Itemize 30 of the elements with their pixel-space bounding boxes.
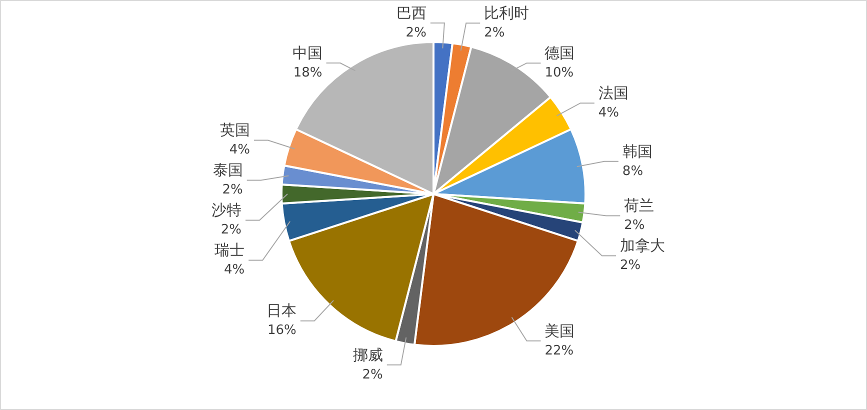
data-label: 18% (293, 65, 322, 80)
slice-label: 泰国 (212, 161, 243, 180)
data-label: 2% (406, 25, 426, 40)
slice-label: 挪威 (352, 346, 383, 364)
slice-label: 韩国 (622, 142, 652, 160)
slice-label: 荷兰 (624, 196, 654, 215)
slice-label: 沙特 (212, 201, 242, 220)
data-label: 8% (622, 164, 644, 179)
slice-label: 德国 (544, 44, 575, 62)
slice-label: 日本 (266, 302, 296, 320)
data-label: 4% (229, 142, 250, 158)
slice-label: 加拿大 (620, 236, 666, 255)
slice-label: 美国 (544, 322, 575, 340)
data-label: 4% (224, 262, 245, 278)
data-label: 2% (484, 25, 505, 40)
slice-label: 中国 (292, 44, 322, 62)
slice-label: 巴西 (396, 4, 426, 22)
data-label: 2% (362, 367, 383, 382)
data-label: 2% (624, 218, 645, 234)
data-label: 2% (220, 222, 242, 238)
slice-label: 比利时 (484, 4, 530, 22)
slice-label: 瑞士 (214, 241, 245, 260)
data-label: 22% (544, 343, 574, 358)
data-label: 10% (544, 65, 574, 80)
data-label: 16% (267, 323, 296, 338)
slice-label: 英国 (220, 121, 250, 140)
data-label: 2% (620, 258, 641, 274)
data-label: 4% (598, 105, 620, 120)
slice-label: 法国 (598, 84, 628, 102)
data-label: 2% (222, 182, 243, 198)
